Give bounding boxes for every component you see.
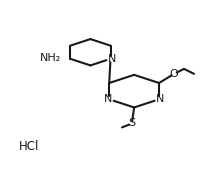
Text: NH₂: NH₂	[40, 53, 61, 63]
Text: N: N	[156, 94, 164, 104]
Text: O: O	[170, 69, 179, 79]
Text: N: N	[108, 54, 116, 64]
Text: HCl: HCl	[19, 139, 39, 152]
Text: N: N	[104, 94, 112, 104]
Text: S: S	[128, 118, 136, 128]
